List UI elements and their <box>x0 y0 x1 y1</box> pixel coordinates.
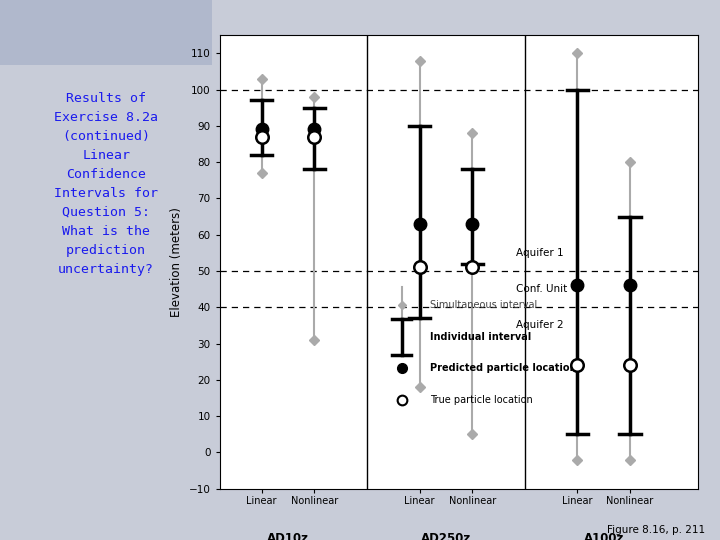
Y-axis label: Elevation (meters): Elevation (meters) <box>170 207 183 317</box>
Text: Results of
Exercise 8.2a
(continued)
Linear
Confidence
Intervals for
Question 5:: Results of Exercise 8.2a (continued) Lin… <box>54 92 158 276</box>
Text: Predicted particle location: Predicted particle location <box>431 363 577 374</box>
Text: Individual interval: Individual interval <box>431 332 531 342</box>
Text: True particle location: True particle location <box>431 395 533 405</box>
Text: AD10z: AD10z <box>267 532 309 540</box>
Text: AD250z: AD250z <box>420 532 471 540</box>
Text: Conf. Unit: Conf. Unit <box>516 284 567 294</box>
Text: Aquifer 1: Aquifer 1 <box>516 248 564 258</box>
Text: Figure 8.16, p. 211: Figure 8.16, p. 211 <box>608 524 706 535</box>
Text: Simultaneous interval: Simultaneous interval <box>431 300 538 310</box>
Text: Aquifer 2: Aquifer 2 <box>516 320 564 330</box>
FancyBboxPatch shape <box>0 0 212 65</box>
Text: A100z: A100z <box>583 532 624 540</box>
